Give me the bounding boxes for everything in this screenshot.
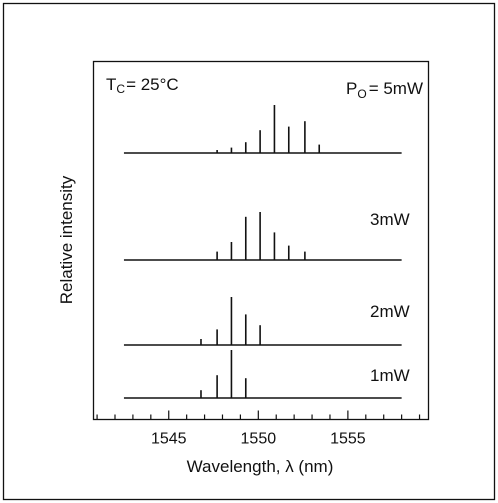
spectrum-3mw — [123, 212, 402, 261]
trace-label-3mw: 3mW — [370, 210, 410, 229]
spectra-layer — [123, 105, 402, 399]
trace-label-2mw: 2mW — [370, 302, 410, 321]
spectrum-1mw — [123, 350, 402, 399]
y-axis-label: Relative intensity — [57, 175, 76, 304]
trace-label-5mw: PO = 5mW — [346, 79, 423, 101]
trace-label-1mw: 1mW — [370, 366, 410, 385]
condition-label: TC= 25°C — [106, 75, 179, 96]
x-tick-label: 1545 — [151, 431, 187, 448]
x-tick-label: 1555 — [330, 431, 366, 448]
x-axis: 1545 1550 1555 — [96, 410, 421, 448]
spectrum-2mw — [123, 297, 402, 346]
plot-frame — [92, 60, 430, 421]
spectrum-5mw — [123, 105, 402, 154]
x-axis-label: Wavelength, λ (nm) — [187, 457, 334, 476]
x-tick-label: 1550 — [241, 431, 277, 448]
